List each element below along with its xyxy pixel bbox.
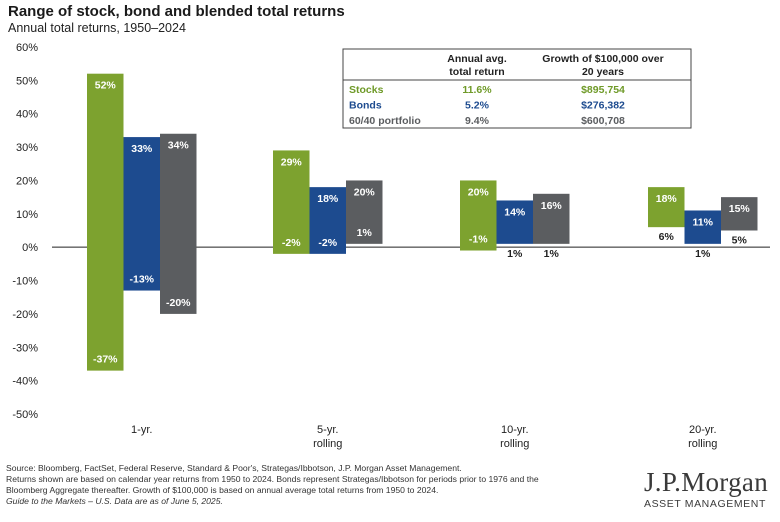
y-axis: 60% 50% 40% 30% 20% 10% 0% -10% -20% -30% -40% -50% bbox=[12, 42, 770, 421]
y-tick-label: -50% bbox=[12, 409, 38, 421]
category-labels: 1-yr. 5-yr. rolling 10-yr. rolling 20-yr. roll… bbox=[131, 424, 717, 450]
bar-max-label: 20% bbox=[468, 186, 490, 198]
y-tick-label: 20% bbox=[16, 175, 38, 187]
range-bar-chart: 60% 50% 40% 30% 20% 10% 0% -10% -20% -30% -40% -50%… bbox=[12, 42, 770, 450]
bar-max-label: 33% bbox=[131, 143, 153, 155]
range-bar-bonds bbox=[309, 187, 346, 254]
table-row-name: Stocks bbox=[349, 84, 384, 96]
category-label: 10-yr. bbox=[501, 424, 529, 436]
source-note: Source: Bloomberg, FactSet, Federal Rese… bbox=[6, 463, 626, 507]
category-label-line2: rolling bbox=[500, 438, 529, 450]
category-label: 1-yr. bbox=[131, 424, 152, 436]
source-line-2: Returns shown are based on calendar year… bbox=[6, 474, 539, 484]
range-bar-60-40-portfolio bbox=[533, 193, 570, 244]
brand-logo: J.P.Morgan ASSET MANAGEMENT bbox=[644, 468, 768, 510]
table-col2-header-line2: 20 years bbox=[582, 66, 624, 78]
range-bar-stocks bbox=[273, 150, 310, 254]
bar-min-label: 1% bbox=[544, 248, 560, 260]
bar-min-label: -1% bbox=[469, 234, 488, 246]
table-row-name: 60/40 portfolio bbox=[349, 115, 421, 127]
table-row-growth: $895,754 bbox=[581, 84, 625, 96]
bar-min-label: -20% bbox=[166, 297, 191, 309]
category-label: 5-yr. bbox=[317, 424, 338, 436]
chart-subtitle: Annual total returns, 1950–2024 bbox=[8, 21, 186, 35]
brand-subtitle: ASSET MANAGEMENT bbox=[643, 498, 766, 510]
bar-min-label: 6% bbox=[659, 231, 675, 243]
bar-max-label: 15% bbox=[729, 203, 751, 215]
table-col1-header: Annual avg. bbox=[447, 53, 507, 65]
table-row-avg: 5.2% bbox=[465, 100, 490, 112]
table-row-growth: $600,708 bbox=[581, 115, 625, 127]
category-label: 20-yr. bbox=[689, 424, 717, 436]
category-label-line2: rolling bbox=[313, 438, 342, 450]
range-bar-bonds bbox=[684, 210, 721, 244]
y-tick-label: 40% bbox=[16, 109, 38, 121]
chart-title: Range of stock, bond and blended total r… bbox=[8, 3, 345, 20]
range-bar-60-40-portfolio bbox=[346, 180, 383, 244]
table-col1-header-line2: total return bbox=[449, 66, 504, 78]
bars: 52% -37% 29% -2% 20% -1% 18% 6% 33% -13% 18% -2% 14%… bbox=[87, 73, 758, 371]
y-tick-label: -30% bbox=[12, 342, 38, 354]
table-border bbox=[342, 48, 692, 129]
category-label-line2: rolling bbox=[688, 438, 717, 450]
range-bar-stocks bbox=[648, 187, 685, 228]
bar-max-label: 18% bbox=[656, 193, 678, 205]
y-tick-label: 30% bbox=[16, 142, 38, 154]
y-tick-label: 50% bbox=[16, 75, 38, 87]
range-bar-60-40-portfolio bbox=[160, 133, 197, 314]
range-bar-bonds bbox=[496, 200, 533, 244]
bar-min-label: -37% bbox=[93, 354, 118, 366]
bar-min-label: 1% bbox=[357, 227, 373, 239]
table-row-name: Bonds bbox=[349, 100, 382, 112]
bar-max-label: 52% bbox=[95, 80, 117, 92]
bar-max-label: 18% bbox=[317, 193, 339, 205]
y-tick-label: -20% bbox=[12, 309, 38, 321]
bar-min-label: 5% bbox=[732, 235, 748, 247]
summary-table: Annual avg.total return Growth of $100,00… bbox=[342, 48, 692, 129]
bar-min-label: 1% bbox=[507, 248, 523, 260]
bar-min-label: 1% bbox=[695, 248, 711, 260]
range-bar-bonds bbox=[123, 137, 160, 291]
table-row-avg: 9.4% bbox=[465, 115, 490, 127]
bar-max-label: 16% bbox=[541, 200, 563, 212]
bar-min-label: -2% bbox=[282, 237, 301, 249]
bar-max-label: 29% bbox=[281, 156, 303, 168]
range-bar-60-40-portfolio bbox=[721, 197, 758, 231]
bar-max-label: 11% bbox=[693, 216, 714, 228]
table-col2-header: Growth of $100,000 over bbox=[542, 53, 663, 65]
y-tick-label: 0% bbox=[22, 242, 38, 254]
source-line-1: Source: Bloomberg, FactSet, Federal Rese… bbox=[6, 463, 462, 473]
brand-name: J.P.Morgan bbox=[643, 467, 768, 497]
bar-max-label: 14% bbox=[504, 206, 526, 218]
source-line-4: Guide to the Markets – U.S. Data are as … bbox=[6, 496, 223, 506]
source-line-3: Bloomberg Aggregate thereafter. Growth o… bbox=[6, 485, 439, 495]
bar-min-label: -2% bbox=[318, 237, 337, 249]
y-tick-label: -10% bbox=[12, 276, 38, 288]
bar-max-label: 20% bbox=[354, 186, 376, 198]
y-tick-label: 10% bbox=[16, 209, 38, 221]
y-tick-label: -40% bbox=[12, 376, 38, 388]
bar-min-label: -13% bbox=[129, 274, 154, 286]
table-row-avg: 11.6% bbox=[462, 84, 492, 96]
y-tick-label: 60% bbox=[16, 42, 38, 54]
range-bar-stocks bbox=[460, 180, 497, 251]
table-row-growth: $276,382 bbox=[581, 100, 625, 112]
bar-max-label: 34% bbox=[168, 140, 190, 152]
range-bar-stocks bbox=[87, 73, 124, 371]
